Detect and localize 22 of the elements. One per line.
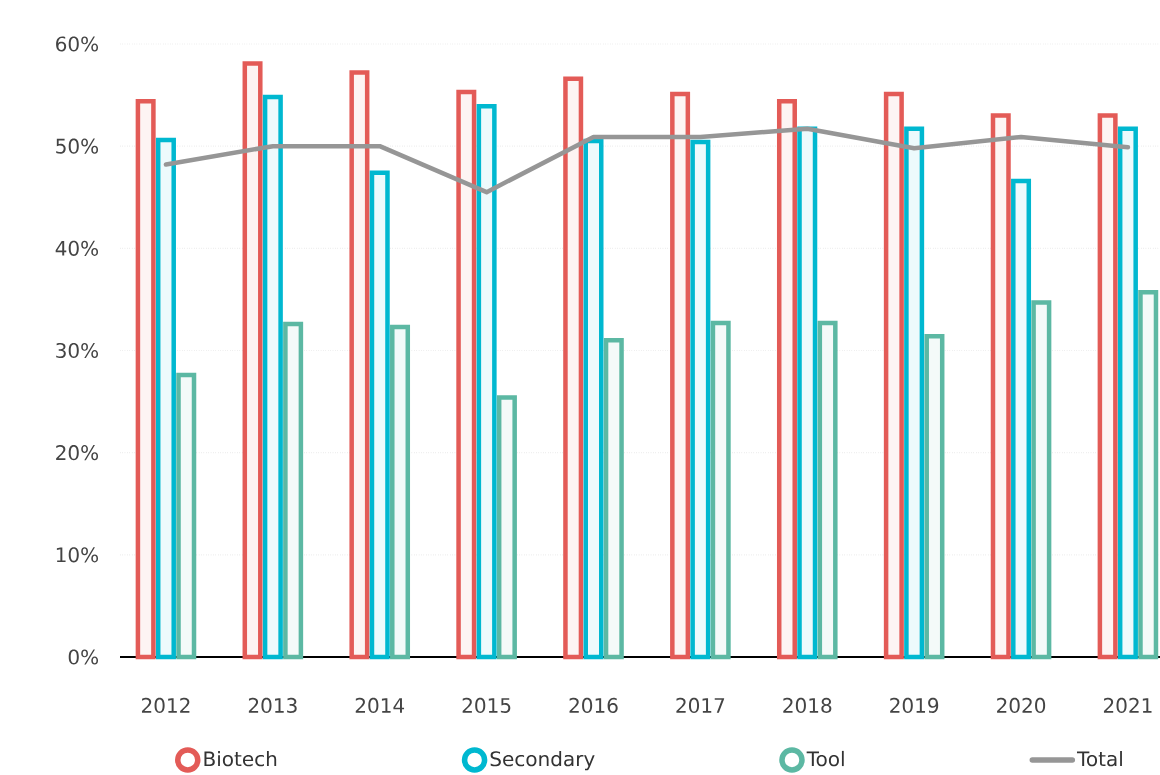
y-tick-label: 50% [56,138,99,154]
line-series [163,126,1131,195]
x-tick-label: 2018 [783,697,832,713]
x-tick-label: 2013 [248,697,297,713]
x-tick-label: 2021 [1103,697,1152,713]
y-tick-label: 30% [56,342,99,359]
y-tick-label: 10% [56,547,99,563]
x-tick-label: 2015 [462,697,511,713]
x-tick-label: 2020 [997,697,1046,713]
x-tick-label: 2012 [141,697,190,713]
legend-label: Tool [806,750,844,767]
y-tick-label: 60% [56,36,99,52]
legend-label: Total [1076,750,1122,767]
x-tick-label: 2016 [569,697,618,713]
x-tick-label: 2014 [355,697,405,713]
x-tick-label: 2017 [676,697,725,713]
legend-label: Secondary [490,750,595,771]
y-tick-label: 40% [55,240,99,256]
legend-label: Biotech [204,750,277,767]
y-tick-label: 20% [56,445,99,461]
y-tick-label: 0% [68,649,99,665]
x-tick-label: 2019 [890,697,939,713]
